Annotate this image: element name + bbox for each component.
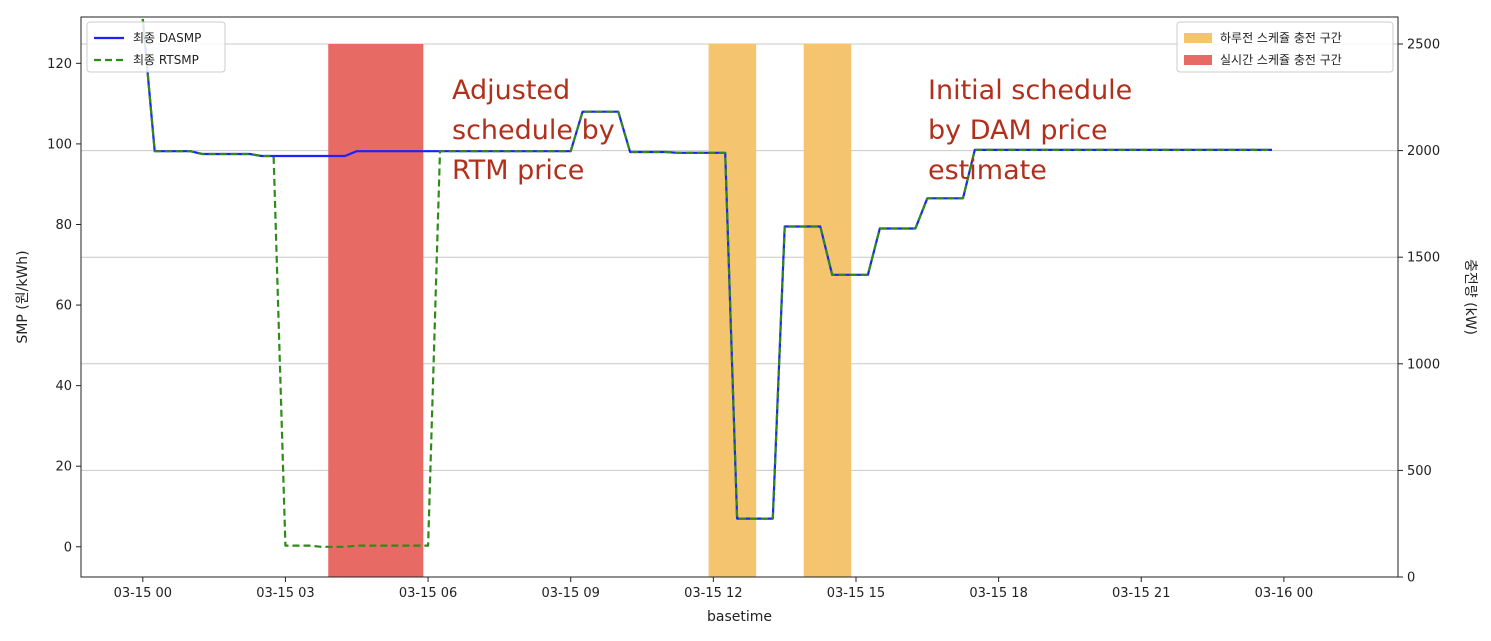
x-tick-label: 03-15 00	[114, 586, 172, 601]
dasmp-line	[141, 18, 1272, 520]
x-tick-label: 03-15 12	[684, 586, 742, 601]
x-axis-ticks: 03-15 00 03-15 03 03-15 06 03-15 09 03-15 12…	[114, 577, 1313, 601]
x-tick-label: 03-15 09	[541, 586, 599, 601]
y-tick-label: 80	[55, 218, 72, 233]
annotation-line: by DAM price	[928, 115, 1108, 146]
legend-box	[1176, 21, 1394, 73]
charge-bars	[328, 44, 852, 577]
x-tick-label: 03-16 00	[1255, 586, 1313, 601]
y2-tick-label: 2000	[1407, 144, 1440, 159]
legend-swatch	[1184, 55, 1212, 65]
legend-left: 최종 DASMP 최종 RTSMP	[86, 21, 226, 73]
x-tick-label: 03-15 15	[827, 586, 885, 601]
legend-label: 하루전 스케쥴 충전 구간	[1220, 31, 1342, 45]
legend-swatch	[1184, 33, 1212, 43]
legend-label: 최종 DASMP	[133, 31, 201, 45]
annotation-line: Adjusted	[452, 75, 570, 106]
y-tick-label: 0	[64, 540, 72, 555]
annotation-line: Initial schedule	[928, 75, 1132, 106]
y-tick-label: 120	[47, 57, 72, 72]
right-axis-ticks: 0 500 1000 1500 2000 2500	[1398, 38, 1440, 586]
y-tick-label: 100	[47, 137, 72, 152]
y2-tick-label: 500	[1407, 464, 1432, 479]
legend-label: 실시간 스케쥴 충전 구간	[1220, 53, 1342, 67]
plot-frame	[80, 16, 1399, 578]
y-axis-label: SMP (원/kWh)	[15, 250, 31, 343]
x-tick-label: 03-15 03	[256, 586, 314, 601]
charge-bar	[708, 44, 757, 577]
y-tick-label: 60	[55, 299, 72, 314]
x-tick-label: 03-15 21	[1112, 586, 1170, 601]
x-tick-label: 03-15 18	[969, 586, 1027, 601]
y-tick-label: 40	[55, 379, 72, 394]
y2-tick-label: 2500	[1407, 38, 1440, 53]
y2-tick-label: 1500	[1407, 251, 1440, 266]
legend-label: 최종 RTSMP	[133, 53, 199, 67]
x-tick-label: 03-15 06	[399, 586, 457, 601]
left-axis-ticks: 0 20 40 60 80 100 120	[47, 57, 81, 555]
charge-bar	[328, 44, 424, 577]
rtsmp-line	[141, 18, 1272, 548]
y2-tick-label: 0	[1407, 571, 1415, 586]
y2-axis-label: 충전량 (kW)	[1462, 259, 1478, 335]
x-axis-label: basetime	[707, 609, 772, 625]
y2-tick-label: 1000	[1407, 357, 1440, 372]
annotation-line: RTM price	[452, 155, 584, 186]
y-tick-label: 20	[55, 460, 72, 475]
annotations: Adjusted schedule by RTM price Initial sche…	[452, 75, 1132, 186]
annotation-line: schedule by	[452, 115, 615, 146]
series-lines	[141, 18, 1272, 548]
annotation-line: estimate	[928, 155, 1047, 186]
charge-bar	[803, 44, 852, 577]
